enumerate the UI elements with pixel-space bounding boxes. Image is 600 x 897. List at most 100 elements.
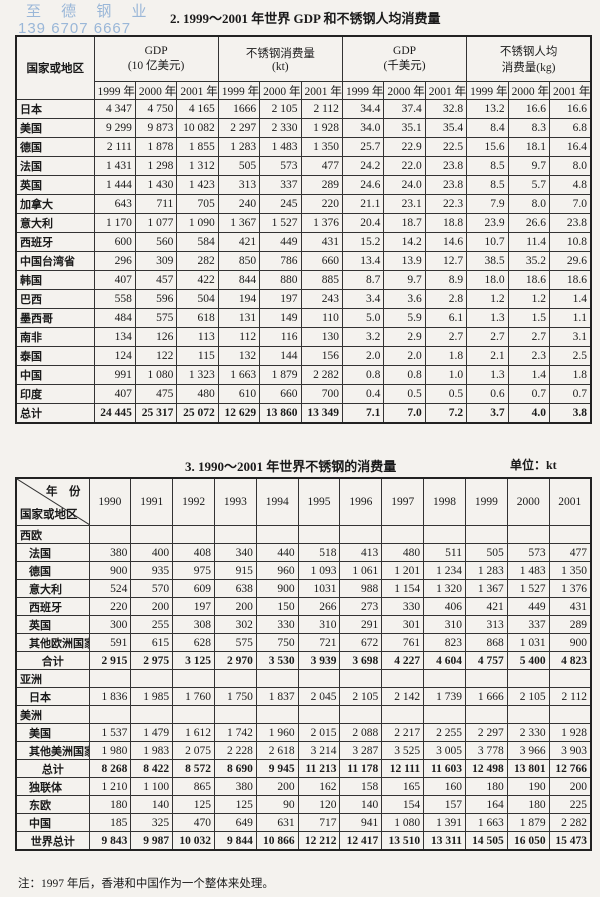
data-cell: 15.2 (341, 232, 385, 252)
data-cell: 880 (259, 270, 302, 290)
data-cell (464, 705, 508, 724)
data-cell: 13.2 (466, 99, 509, 119)
data-cell: 440 (255, 543, 299, 562)
data-cell (88, 525, 132, 544)
data-cell: 16.6 (507, 99, 550, 119)
table-row: 德国 900 935 975 915 960 1 093 1 061 1 201 1 234 1 2… (15, 561, 592, 580)
data-cell: 13 510 (381, 831, 425, 851)
table-row: 法国 1 431 1 298 1 312 505 573 477 24.2 22.0 23.8 8.… (15, 156, 592, 176)
data-cell: 705 (176, 194, 219, 214)
data-cell: 11 603 (423, 759, 466, 778)
data-cell: 2.0 (341, 346, 385, 366)
table-row: 泰国 124 122 115 132 144 156 2.0 2.0 1.8 2.1 2.3 2.5 (15, 346, 592, 366)
data-cell: 2.0 (383, 346, 426, 366)
data-cell: 2 297 (217, 118, 261, 138)
group-header-line: 不锈钢人均 (499, 46, 558, 58)
data-cell: 711 (134, 194, 178, 214)
data-cell: 2.7 (507, 327, 550, 347)
data-cell: 3.8 (548, 403, 592, 424)
data-cell: 431 (300, 232, 343, 252)
year-header: 2000 年 (507, 81, 550, 100)
data-cell: 11 178 (339, 759, 383, 778)
data-cell: 5.9 (383, 308, 426, 328)
data-cell: 313 (217, 175, 261, 195)
table-row: 其他欧洲国家 591 615 628 575 750 721 672 761 823 868 1 03… (15, 633, 592, 652)
data-cell: 475 (134, 384, 178, 404)
table-row: 韩国 407 457 422 844 880 885 8.7 9.7 8.9 18.0 18.6 18.… (15, 270, 592, 290)
table-row: 中国台湾省 296 309 282 850 786 660 13.4 13.9 12.7 38.5 3… (15, 251, 592, 271)
year-header: 2000 (506, 477, 550, 526)
data-cell (213, 705, 257, 724)
data-cell: 600 (93, 232, 136, 252)
table-row: 德国 2 111 1 878 1 855 1 283 1 483 1 350 25.7 22.9… (15, 137, 592, 157)
data-cell: 975 (172, 561, 215, 580)
data-cell: 8.7 (341, 270, 385, 290)
data-cell: 991 (93, 365, 136, 385)
data-cell: 915 (213, 561, 257, 580)
data-cell: 4 604 (423, 651, 466, 670)
data-cell: 2 915 (88, 651, 132, 670)
region-name: 巴西 (15, 289, 95, 309)
group-row: 亚洲 (15, 669, 592, 688)
data-cell: 1 960 (255, 723, 299, 742)
data-cell: 3.1 (548, 327, 592, 347)
data-cell: 2 970 (213, 651, 257, 670)
group-header: 不锈钢人均 消费量(kg) (466, 35, 592, 82)
data-cell: 122 (134, 346, 178, 366)
data-cell (548, 669, 592, 688)
data-cell: 596 (134, 289, 178, 309)
group-row: 美洲 (15, 705, 592, 724)
data-cell (213, 669, 257, 688)
region-header: 国家或地区 (20, 509, 78, 521)
data-cell: 22.5 (424, 137, 468, 157)
group-header: GDP (10 亿美元) (93, 35, 219, 82)
data-cell: 16.6 (548, 99, 592, 119)
data-cell: 480 (381, 543, 425, 562)
data-cell: 1 855 (176, 137, 219, 157)
data-cell: 23.1 (383, 194, 426, 214)
data-cell: 2 105 (259, 99, 302, 119)
region-name: 中国台湾省 (15, 251, 95, 271)
data-cell: 1.8 (424, 346, 468, 366)
data-cell: 156 (300, 346, 343, 366)
data-cell: 8.9 (424, 270, 468, 290)
data-cell: 505 (464, 543, 508, 562)
data-cell: 5 400 (506, 651, 550, 670)
data-cell: 615 (130, 633, 174, 652)
data-cell: 717 (297, 813, 341, 832)
year-header: 1999 年 (466, 81, 509, 100)
data-cell: 12 629 (217, 403, 261, 424)
year-header: 1994 (255, 477, 299, 526)
data-cell: 8 268 (88, 759, 132, 778)
data-cell: 2 330 (259, 118, 302, 138)
data-cell: 140 (130, 795, 174, 814)
data-cell (255, 669, 299, 688)
data-cell: 649 (213, 813, 257, 832)
data-cell: 90 (255, 795, 299, 814)
table1-title: 2. 1999～2001 年世界 GDP 和不锈钢人均消费量 (170, 11, 441, 26)
data-cell: 150 (255, 597, 299, 616)
data-cell: 1 444 (93, 175, 136, 195)
data-cell: 1 760 (172, 687, 215, 706)
data-cell: 1 201 (381, 561, 425, 580)
data-cell: 8.4 (466, 118, 509, 138)
data-cell: 15.6 (466, 137, 509, 157)
watermark-company: 至 德 钢 业 (26, 3, 155, 20)
data-cell: 3 778 (464, 741, 508, 760)
data-cell: 3 698 (339, 651, 383, 670)
year-header: 1999 年 (217, 81, 261, 100)
data-cell: 7.1 (341, 403, 385, 424)
data-cell: 4 165 (176, 99, 219, 119)
year-header: 1999 年 (341, 81, 385, 100)
year-header: 2000 年 (134, 81, 178, 100)
data-cell: 0.5 (424, 384, 468, 404)
data-cell: 1 283 (464, 561, 508, 580)
data-cell: 700 (300, 384, 343, 404)
data-cell: 1.5 (507, 308, 550, 328)
data-cell: 115 (176, 346, 219, 366)
data-cell: 291 (339, 615, 383, 634)
data-cell: 1 080 (381, 813, 425, 832)
data-cell: 154 (381, 795, 425, 814)
data-cell: 1 154 (381, 579, 425, 598)
data-cell: 0.5 (383, 384, 426, 404)
